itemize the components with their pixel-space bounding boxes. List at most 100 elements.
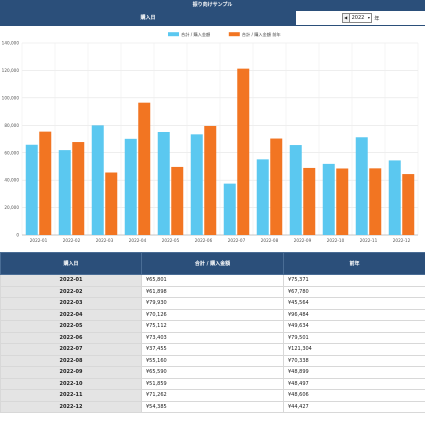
bar-amount [388, 160, 401, 235]
bar-amount [157, 131, 170, 235]
triangle-left-icon[interactable]: ◀ [342, 14, 350, 22]
table-row: 2022-06 ¥73,403 ¥79,501 [0, 331, 425, 344]
table-row: 2022-10 ¥51,859 ¥48,497 [0, 377, 425, 390]
cell-month: 2022-10 [0, 377, 142, 390]
cell-prev-year: ¥49,634 [283, 320, 425, 333]
x-tick-label: 2022-07 [228, 238, 246, 243]
cell-prev-year: ¥121,304 [283, 343, 425, 356]
y-tick-label: 60,000 [4, 150, 19, 155]
x-tick-label: 2022-01 [30, 238, 48, 243]
bar-amount [124, 138, 137, 235]
x-tick-label: 2022-06 [195, 238, 213, 243]
y-tick-label: 40,000 [4, 178, 19, 183]
bar-amount [190, 134, 203, 235]
table-row: 2022-11 ¥71,262 ¥48,606 [0, 389, 425, 402]
table-row: 2022-01 ¥65,801 ¥75,371 [0, 274, 425, 287]
table-row: 2022-02 ¥61,898 ¥67,780 [0, 285, 425, 298]
x-tick-label: 2022-08 [261, 238, 279, 243]
bar-prev-year [303, 167, 316, 235]
bar-amount [355, 137, 368, 235]
table-row: 2022-07 ¥37,455 ¥121,304 [0, 343, 425, 356]
cell-prev-year: ¥70,338 [283, 354, 425, 367]
year-select[interactable]: ◀ 2022 ▾ [341, 13, 373, 23]
bar-amount [58, 150, 71, 235]
cell-month: 2022-09 [0, 366, 142, 379]
cell-amount: ¥70,126 [141, 308, 284, 321]
x-tick-label: 2022-05 [162, 238, 180, 243]
year-value: 2022 [351, 15, 365, 21]
legend-swatch [168, 32, 179, 37]
bar-prev-year [336, 168, 349, 235]
cell-prev-year: ¥48,899 [283, 366, 425, 379]
x-tick-label: 2022-10 [327, 238, 345, 243]
y-tick-label: 0 [16, 233, 19, 238]
table-row: 2022-12 ¥54,385 ¥44,427 [0, 400, 425, 413]
cell-month: 2022-11 [0, 389, 142, 402]
bar-amount [289, 145, 302, 235]
column-header-date[interactable]: 購入日 [0, 252, 142, 275]
cell-amount: ¥61,898 [141, 285, 284, 298]
bar-prev-year [105, 172, 118, 235]
bar-prev-year [402, 174, 415, 235]
cell-prev-year: ¥44,427 [283, 400, 425, 413]
x-tick-label: 2022-04 [129, 238, 147, 243]
cell-month: 2022-12 [0, 400, 142, 413]
cell-prev-year: ¥67,780 [283, 285, 425, 298]
cell-month: 2022-08 [0, 354, 142, 367]
data-table-container: 購入日 合計 / 購入金額 前年 2022-01 ¥65,801 ¥75,371 2… [0, 252, 425, 413]
bar-amount [322, 163, 335, 235]
cell-month: 2022-07 [0, 343, 142, 356]
chevron-down-icon[interactable]: ▾ [367, 15, 370, 20]
y-tick-label: 100,000 [2, 95, 20, 100]
legend-label: 合計 / 購入金額 前年 [242, 31, 281, 38]
cell-prev-year: ¥48,606 [283, 389, 425, 402]
bar-amount [25, 144, 38, 235]
cell-month: 2022-05 [0, 320, 142, 333]
cell-amount: ¥71,262 [141, 389, 284, 402]
cell-amount: ¥65,801 [141, 274, 284, 287]
tab-purchase-date[interactable]: 購入日 [0, 11, 296, 25]
table-row: 2022-05 ¥75,112 ¥49,634 [0, 320, 425, 333]
y-tick-label: 120,000 [2, 68, 20, 73]
bar-prev-year [369, 168, 382, 235]
cell-month: 2022-06 [0, 331, 142, 344]
cell-prev-year: ¥96,484 [283, 308, 425, 321]
bar-prev-year [138, 102, 151, 236]
page-title: 振り向けサンプル [0, 0, 425, 11]
x-tick-label: 2022-03 [96, 238, 114, 243]
bar-prev-year [171, 166, 184, 235]
cell-prev-year: ¥48,497 [283, 377, 425, 390]
table-header-row: 購入日 合計 / 購入金額 前年 [0, 252, 425, 275]
year-unit-label: 年 [374, 15, 380, 22]
filter-bar: 購入日 ◀ 2022 ▾ 年 [0, 11, 425, 26]
data-table: 購入日 合計 / 購入金額 前年 2022-01 ¥65,801 ¥75,371 2… [0, 252, 425, 413]
cell-prev-year: ¥45,564 [283, 297, 425, 310]
cell-prev-year: ¥75,371 [283, 274, 425, 287]
table-row: 2022-09 ¥65,590 ¥48,899 [0, 366, 425, 379]
year-picker: ◀ 2022 ▾ 年 [296, 11, 425, 25]
y-tick-label: 20,000 [4, 205, 19, 210]
column-header-prev-year[interactable]: 前年 [283, 252, 425, 275]
legend-label: 合計 / 購入金額 [181, 31, 211, 38]
table-row: 2022-03 ¥79,930 ¥45,564 [0, 297, 425, 310]
column-header-amount[interactable]: 合計 / 購入金額 [141, 252, 284, 275]
cell-amount: ¥54,385 [141, 400, 284, 413]
table-row: 2022-08 ¥55,160 ¥70,338 [0, 354, 425, 367]
legend-swatch [228, 32, 240, 37]
bar-amount [256, 159, 269, 235]
chart-area: 0 20,000 40,000 60,000 80,000 100,000 120,000 1… [0, 28, 425, 250]
cell-amount: ¥37,455 [141, 343, 284, 356]
x-tick-label: 2022-02 [63, 238, 81, 243]
cell-month: 2022-03 [0, 297, 142, 310]
bar-prev-year [237, 68, 250, 235]
cell-amount: ¥65,590 [141, 366, 284, 379]
y-tick-label: 140,000 [2, 41, 20, 46]
cell-month: 2022-01 [0, 274, 142, 287]
bar-chart: 0 20,000 40,000 60,000 80,000 100,000 120,000 1… [2, 31, 419, 243]
cell-month: 2022-04 [0, 308, 142, 321]
bar-prev-year [204, 125, 217, 235]
bar-amount [91, 125, 104, 235]
x-tick-label: 2022-09 [294, 238, 312, 243]
cell-amount: ¥51,859 [141, 377, 284, 390]
cell-prev-year: ¥79,501 [283, 331, 425, 344]
